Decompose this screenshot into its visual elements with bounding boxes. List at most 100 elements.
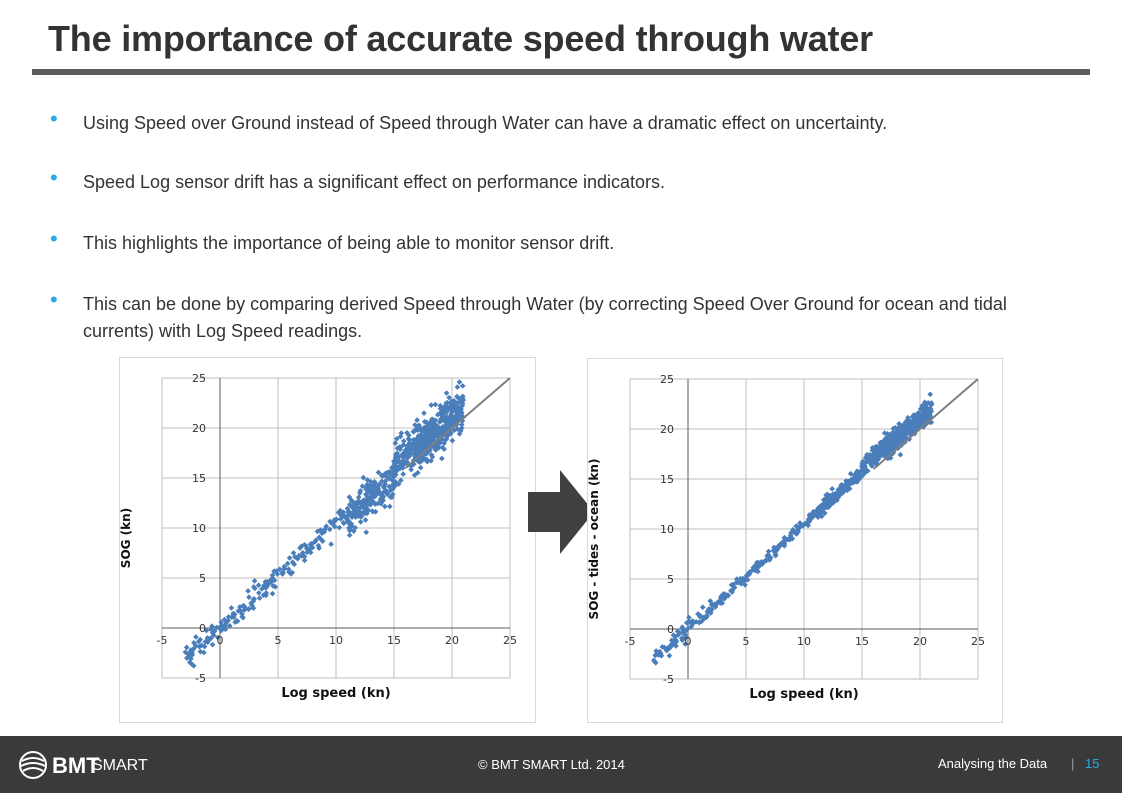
data-point <box>871 455 878 462</box>
data-point <box>386 503 393 510</box>
bullet-text: This can be done by comparing derived Sp… <box>83 294 1007 341</box>
y-tick-label: 0 <box>667 623 674 636</box>
data-point <box>397 465 403 472</box>
data-point <box>897 451 904 458</box>
y-axis-title: SOG (kn) <box>120 508 133 568</box>
data-point <box>355 494 362 501</box>
data-point <box>363 529 370 536</box>
bullet-dot-icon: • <box>50 287 58 312</box>
data-point <box>336 524 343 531</box>
x-tick-label: 0 <box>685 635 692 648</box>
data-point <box>420 445 426 452</box>
data-point <box>299 549 306 556</box>
data-point <box>286 555 293 561</box>
data-point <box>829 486 835 492</box>
data-point <box>374 485 380 492</box>
y-tick-label: 20 <box>660 423 674 436</box>
logo-sub-text: SMART <box>92 757 148 774</box>
corrected-sog-scatter-plot: 25 20 15 10 5 0 -5 -5 0 5 10 15 20 25 Log speed (kn) SO… <box>588 373 985 702</box>
x-tick-label: 25 <box>971 635 985 648</box>
data-point <box>790 526 796 533</box>
data-point <box>874 444 881 450</box>
data-point <box>352 524 359 531</box>
data-point <box>262 591 269 597</box>
data-point <box>380 497 386 504</box>
data-point <box>682 632 689 638</box>
data-point <box>407 452 413 459</box>
x-tick-label: 10 <box>329 634 343 647</box>
data-point <box>318 536 324 543</box>
data-point <box>241 604 248 611</box>
data-point <box>793 531 800 537</box>
data-point <box>651 658 658 665</box>
data-point <box>256 590 262 596</box>
data-point <box>458 421 465 428</box>
data-point <box>860 462 867 469</box>
data-point <box>412 422 418 428</box>
data-point <box>251 578 258 584</box>
data-point <box>189 649 196 656</box>
data-point <box>203 627 210 634</box>
data-point <box>433 444 440 451</box>
data-point <box>459 383 466 389</box>
reference-line <box>404 377 511 469</box>
y-tick-label: 15 <box>660 473 674 486</box>
x-tick-label: 5 <box>275 634 282 647</box>
bullet-text: Speed Log sensor drift has a significant… <box>83 172 666 192</box>
data-point <box>421 410 427 417</box>
data-point <box>417 464 424 471</box>
data-point <box>896 437 903 444</box>
y-tick-label: 25 <box>660 373 674 386</box>
data-point <box>339 512 346 519</box>
y-tick-label: 15 <box>192 472 206 485</box>
y-tick-label: 10 <box>192 522 206 535</box>
page-number: 15 <box>1085 756 1100 771</box>
data-point <box>917 418 923 424</box>
data-point <box>699 604 706 611</box>
data-point <box>239 614 246 620</box>
data-point <box>376 481 382 488</box>
data-point <box>307 541 314 548</box>
data-point <box>680 636 686 642</box>
x-axis-title: Log speed (kn) <box>281 686 390 701</box>
data-point <box>432 422 439 429</box>
data-point <box>375 469 382 476</box>
data-point <box>904 430 910 437</box>
data-point <box>721 596 728 602</box>
title-underline <box>32 69 1090 75</box>
x-tick-label: -5 <box>157 634 168 647</box>
data-point <box>397 446 403 453</box>
data-point <box>670 632 677 638</box>
data-point <box>731 584 738 591</box>
data-point <box>771 544 777 551</box>
data-point <box>255 582 262 589</box>
data-point <box>191 640 197 646</box>
data-point <box>226 623 233 629</box>
data-point <box>878 446 885 453</box>
data-point <box>245 588 251 594</box>
data-point <box>449 437 456 444</box>
data-point <box>652 652 659 659</box>
data-points <box>182 379 467 669</box>
data-point <box>414 448 421 454</box>
data-point <box>289 559 296 566</box>
data-point <box>369 493 375 500</box>
data-point <box>361 503 367 510</box>
data-point <box>183 644 190 651</box>
bmt-globe-logo-icon <box>19 751 47 779</box>
data-point <box>683 627 689 634</box>
data-point <box>737 575 744 582</box>
data-point <box>204 639 211 646</box>
x-tick-label: 15 <box>855 635 869 648</box>
data-point <box>271 577 278 584</box>
y-axis-title: SOG - tides - ocean (kn) <box>588 459 601 620</box>
slide-title: The importance of accurate speed through… <box>48 18 873 59</box>
section-name: Analysing the Data <box>938 756 1048 771</box>
data-point <box>889 433 895 439</box>
data-point <box>381 483 387 489</box>
data-point <box>783 536 790 543</box>
data-point <box>209 641 216 648</box>
data-point <box>197 636 203 643</box>
data-point <box>827 500 833 507</box>
data-point <box>346 494 353 500</box>
